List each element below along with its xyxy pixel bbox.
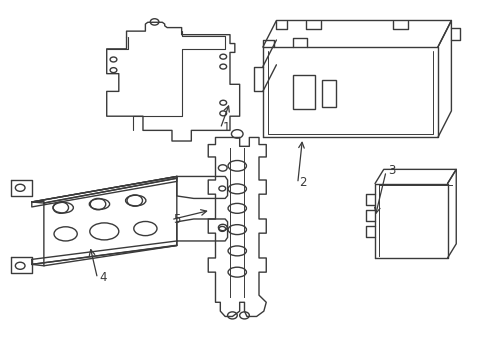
Text: 2: 2 (299, 176, 306, 189)
Text: 1: 1 (223, 121, 230, 134)
Bar (321, 80, 336, 107)
Bar (292, 76, 314, 109)
Text: 4: 4 (99, 271, 107, 284)
Text: 5: 5 (173, 212, 180, 225)
Text: 3: 3 (387, 164, 395, 177)
